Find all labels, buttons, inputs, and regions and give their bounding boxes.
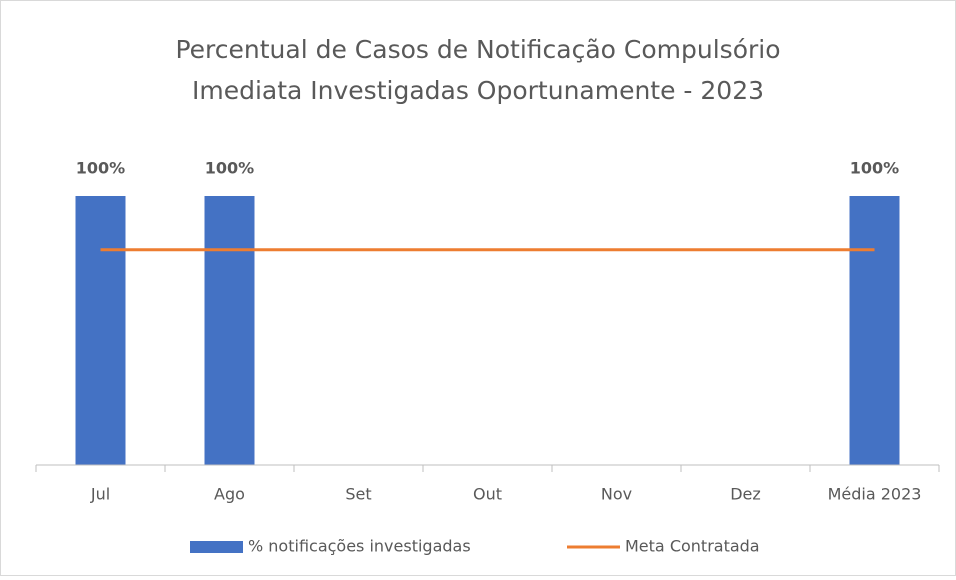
x-tick-label: Média 2023 (828, 485, 922, 504)
chart-title: Imediata Investigadas Oportunamente - 20… (192, 76, 764, 105)
x-tick-label: Ago (214, 485, 245, 504)
legend-swatch (190, 541, 243, 553)
x-tick-label: Out (473, 485, 502, 504)
bar (849, 196, 900, 465)
chart-title: Percentual de Casos de Notificação Compu… (175, 35, 780, 64)
data-label: 100% (850, 159, 899, 178)
bar (75, 196, 126, 465)
legend-label: Meta Contratada (625, 537, 760, 556)
x-tick-label: Dez (730, 485, 761, 504)
bar (204, 196, 255, 465)
x-tick-label: Nov (601, 485, 632, 504)
data-label: 100% (205, 159, 254, 178)
x-tick-label: Jul (90, 485, 110, 504)
legend-label: % notificações investigadas (248, 537, 471, 556)
x-tick-label: Set (345, 485, 371, 504)
data-label: 100% (76, 159, 125, 178)
